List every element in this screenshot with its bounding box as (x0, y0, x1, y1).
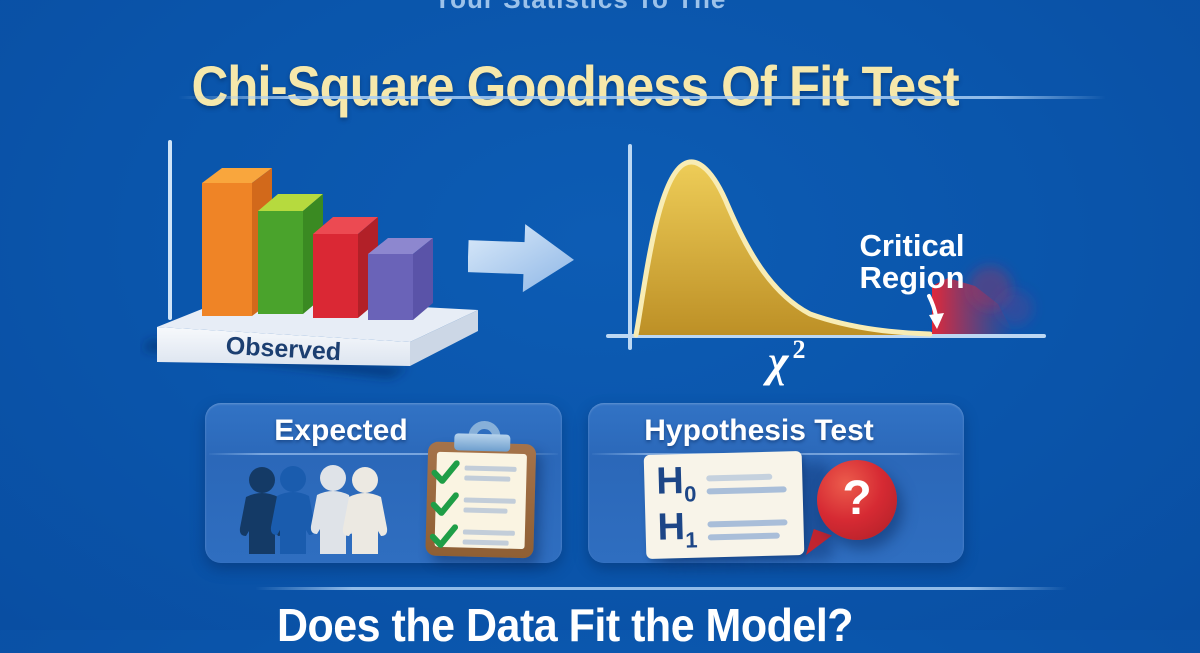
check-icon (431, 460, 460, 484)
observed-bar-chart: Observed (142, 140, 478, 378)
h0-label: H0 (655, 460, 697, 507)
title-divider (178, 96, 1106, 99)
people-group-icon (239, 465, 388, 554)
kicker-text: Your Statistics To The (0, 0, 1160, 15)
checklist-clipboard-icon (425, 420, 541, 563)
person-icon (239, 467, 285, 554)
curve-fill (636, 161, 930, 335)
hypothesis-panel: Hypothesis Test H0 H1 ? (588, 403, 964, 566)
platform-right (410, 310, 478, 366)
hypothesis-panel-title: Hypothesis Test (644, 414, 874, 447)
curve-outline (633, 159, 933, 338)
clipboard-clip (454, 433, 511, 452)
bar-1-top (202, 168, 272, 183)
bar-4-front (368, 254, 413, 320)
critical-region-spray (997, 290, 1033, 326)
bar-4-side (413, 238, 433, 320)
alt-hypothesis-row: H1 (657, 505, 788, 553)
bar-4-top (368, 238, 433, 254)
null-hypothesis-row: H0 (655, 459, 787, 507)
expected-panel-title: Expected (274, 414, 408, 447)
footer-divider (255, 587, 1067, 590)
question-mark: ? (842, 471, 872, 525)
bar-2-top (258, 194, 323, 211)
question-bubble-icon: ? (817, 460, 897, 540)
checklist-row (431, 460, 517, 486)
person-icon (270, 466, 316, 554)
bar-1-front (202, 183, 252, 316)
checklist-row (429, 524, 515, 550)
critical-region-label-line2: Region (859, 260, 964, 295)
footer-question: Does the Data Fit the Model? (276, 600, 854, 652)
person-icon (342, 467, 388, 554)
check-icon (429, 524, 459, 548)
critical-pointer-arrowhead (929, 313, 944, 329)
page-title: Chi-Square Goodness Of Fit Test (191, 55, 959, 118)
hypothesis-card: H0 H1 (643, 450, 805, 560)
bar-3-front (313, 234, 358, 318)
bar-2-front (258, 211, 303, 314)
critical-region-label-line1: Critical (859, 228, 964, 263)
right-arrow-icon (468, 224, 574, 293)
critical-region-area (932, 278, 1014, 334)
person-icon (310, 465, 356, 554)
expected-panel: Expected (205, 403, 562, 563)
expected-panel-divider (209, 453, 558, 455)
bar-3-top (313, 217, 378, 234)
checklist-row (430, 492, 516, 518)
check-icon (430, 492, 459, 516)
observed-label: Observed (225, 332, 342, 366)
platform-front (157, 327, 410, 366)
h1-label: H1 (657, 506, 698, 553)
